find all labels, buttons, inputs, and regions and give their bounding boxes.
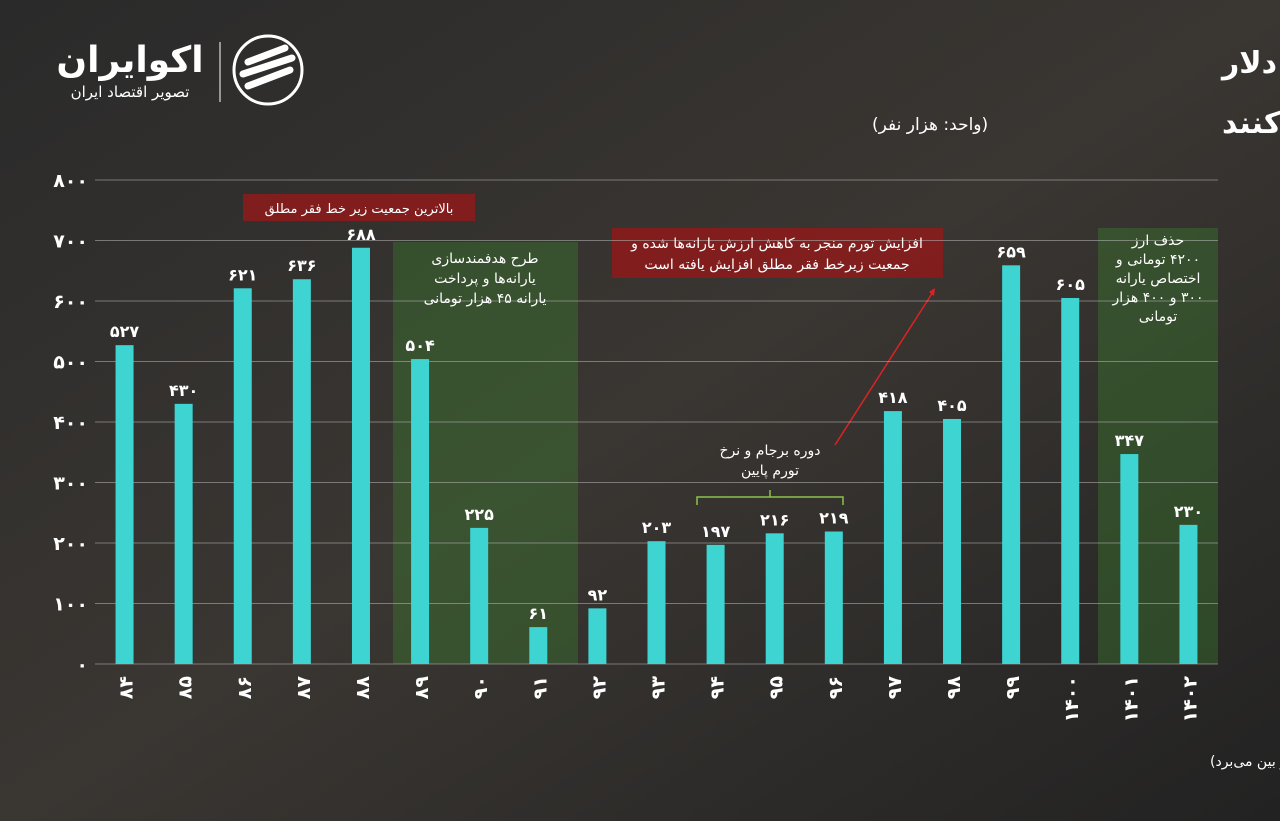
x-tick-label: ۹۳ [648,676,670,700]
bar [115,345,134,664]
unit-note: (واحد: هزار نفر) [872,115,988,135]
y-tick-label: ۱۰۰ [53,594,88,616]
x-tick-label: ۹۲ [588,676,610,700]
value-label: ۹۲ [588,585,608,604]
value-label: ۳۴۷ [1115,431,1145,450]
chart-title: در روز زندگی می‌کنند [1222,105,1280,141]
bar [824,531,843,664]
annotation: اختصاص یارانه [1116,271,1201,287]
bar [1179,524,1198,664]
y-tick-label: ۴۰۰ [53,412,88,434]
value-label: ۲۰۳ [642,518,672,537]
x-tick-label: ۱۴۰۰ [1061,676,1083,722]
y-tick-label: ۸۰۰ [53,170,88,192]
bar [529,627,548,664]
annotation: ۳۰۰ و ۴۰۰ هزار [1111,290,1203,306]
annotation-arrow [834,291,934,446]
x-tick-label: ۹۸ [943,676,965,700]
bar [943,418,962,664]
y-tick-label: ۲۰۰ [53,533,88,555]
bar [1120,454,1139,664]
bar [470,527,489,664]
x-tick-label: ۸۹ [411,676,433,700]
annotation-arrow [929,288,935,296]
logo-name: اکوایران [56,40,203,81]
annotation: ۴۲۰۰ تومانی و [1115,252,1200,268]
bar [174,403,193,664]
x-tick-label: ۹۷ [884,676,906,700]
bar [765,533,784,664]
x-tick-label: ۱۴۰۱ [1120,676,1142,722]
annotation: بالاترین جمعیت زیر خط فقر مطلق [265,202,454,217]
value-label: ۱۹۷ [701,522,731,541]
bar [292,279,311,664]
bar [883,411,902,664]
annotation: یارانه‌ها و پرداخت [434,271,536,287]
annotation: حذف ارز [1131,233,1184,249]
bar [233,288,252,664]
annotation-box [243,194,475,221]
y-tick-label: ۰ [76,654,88,676]
x-tick-label: ۹۰ [470,676,492,699]
bar [647,541,666,664]
value-label: ۶۳۶ [287,256,316,275]
annotation: دوره برجام و نرخ [719,443,820,459]
y-tick-label: ۶۰۰ [53,291,88,313]
x-tick-label: ۹۴ [707,676,729,699]
chart-title: جمعیت افرادی که با کمتر از ۲ دلار [1220,46,1280,81]
value-label: ۶۵۹ [996,242,1026,261]
annotation: یارانه ۴۵ هزار تومانی [424,291,547,307]
bar [411,359,430,664]
value-label: ۶۱ [529,604,549,623]
value-label: ۲۲۵ [465,505,495,524]
annotation: طرح هدفمندسازی [431,251,538,267]
value-label: ۶۰۵ [1056,275,1086,294]
annotation: تورم پایین [741,463,799,479]
value-label: ۲۳۰ [1174,502,1203,521]
logo: اکوایران تصویر اقتصاد ایران [56,34,304,106]
annotation-bracket [696,490,844,505]
x-tick-label: ۸۷ [293,676,315,700]
bar [706,544,725,664]
value-label: ۶۸۸ [346,225,376,244]
annotation-box [612,228,943,278]
value-label: ۴۰۵ [937,396,967,415]
x-tick-label: ۸۶ [234,676,256,699]
value-label: ۲۱۶ [760,510,789,529]
value-label: ۴۱۸ [878,388,908,407]
bar [1002,265,1021,664]
x-tick-label: ۹۵ [766,676,788,700]
x-tick-label: ۹۶ [825,676,847,699]
value-label: ۴۳۰ [169,381,198,400]
logo-mark [239,44,296,90]
y-tick-label: ۳۰۰ [53,473,88,495]
y-tick-label: ۷۰۰ [53,231,88,253]
x-tick-label: ۸۵ [175,676,197,700]
bar [588,608,607,664]
y-tick-label: ۵۰۰ [53,352,88,374]
value-label: ۵۲۷ [110,322,140,341]
bar [1061,297,1080,664]
x-tick-label: ۸۸ [352,676,374,700]
logo-mark [232,34,304,106]
x-tick-label: ۱۴۰۲ [1179,676,1201,723]
annotation: جمعیت زیرخط فقر مطلق افزایش یافته است [644,257,909,273]
value-label: ۶۲۱ [228,265,257,284]
x-tick-label: ۹۹ [1002,676,1024,700]
value-label: ۵۰۴ [405,336,435,355]
annotation: تومانی [1139,309,1178,325]
value-label: ۲۱۹ [819,509,849,528]
footnote: (به طور کلی پرداخت یارانه نقدی یک تنفس م… [1210,754,1280,770]
annotation: افزایش تورم منجر به کاهش ارزش یارانه‌ها … [630,236,923,252]
x-tick-label: ۹۱ [529,676,551,699]
bar [351,247,370,664]
logo-tagline: تصویر اقتصاد ایران [71,83,190,101]
x-tick-label: ۸۴ [116,676,138,699]
